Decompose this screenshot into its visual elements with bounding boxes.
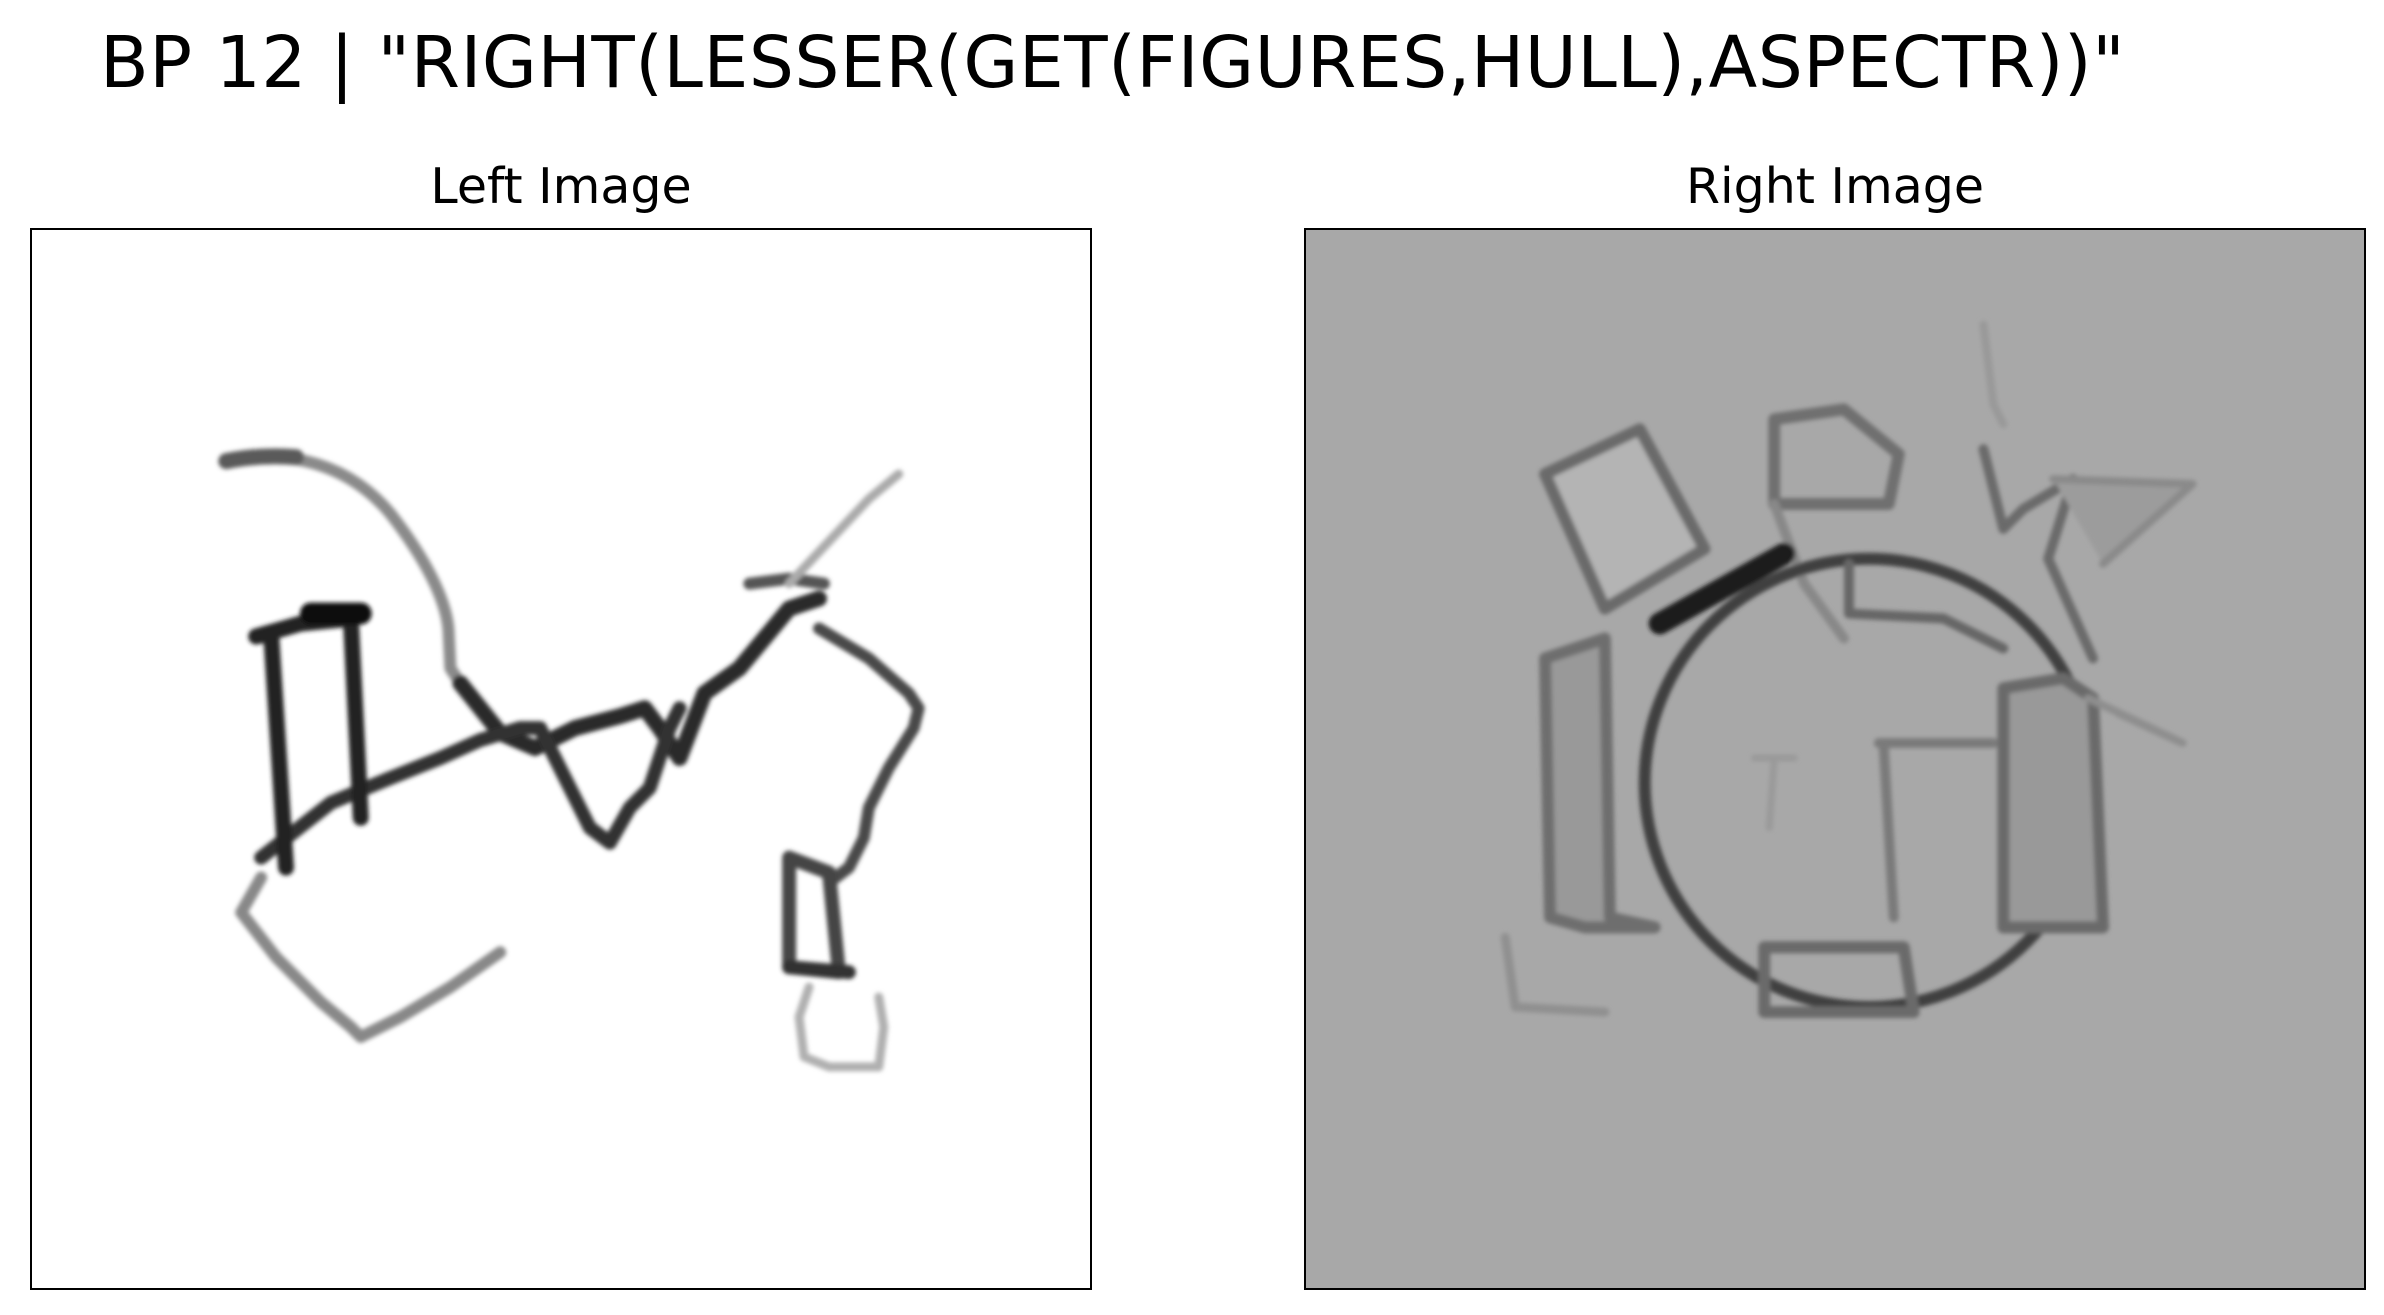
right-image-background xyxy=(1306,230,2364,1288)
right-image-drawing xyxy=(1306,230,2364,1288)
left-image-panel xyxy=(30,228,1092,1290)
right-image-title: Right Image xyxy=(1685,158,1985,215)
right-shape-upper-right xyxy=(1978,444,2099,664)
left-stroke-right-descent xyxy=(813,622,925,889)
right-shape-inner-t xyxy=(1873,738,1999,923)
right-shape-rotated-square xyxy=(1539,423,1711,615)
left-stroke-zigzag-upper xyxy=(452,590,827,766)
left-stroke-zigzag-lower xyxy=(254,701,687,865)
left-image-drawing xyxy=(32,230,1090,1288)
right-shape-top-square xyxy=(1768,403,1905,510)
right-image-panel xyxy=(1304,228,2366,1290)
right-shape-left-bar xyxy=(1539,632,1661,934)
left-image-title: Left Image xyxy=(430,158,692,215)
left-stroke-bottom-loop xyxy=(235,871,507,1043)
right-shape-dark-bar xyxy=(1648,542,1796,635)
right-shape-bottom-l xyxy=(1500,932,1610,1017)
right-shape-right-bar xyxy=(1997,672,2109,934)
figure-title: BP 12 | "RIGHT(LESSER(GET(FIGURES,HULL),… xyxy=(100,21,2126,104)
right-shape-bottom-rect xyxy=(1758,941,1920,1019)
